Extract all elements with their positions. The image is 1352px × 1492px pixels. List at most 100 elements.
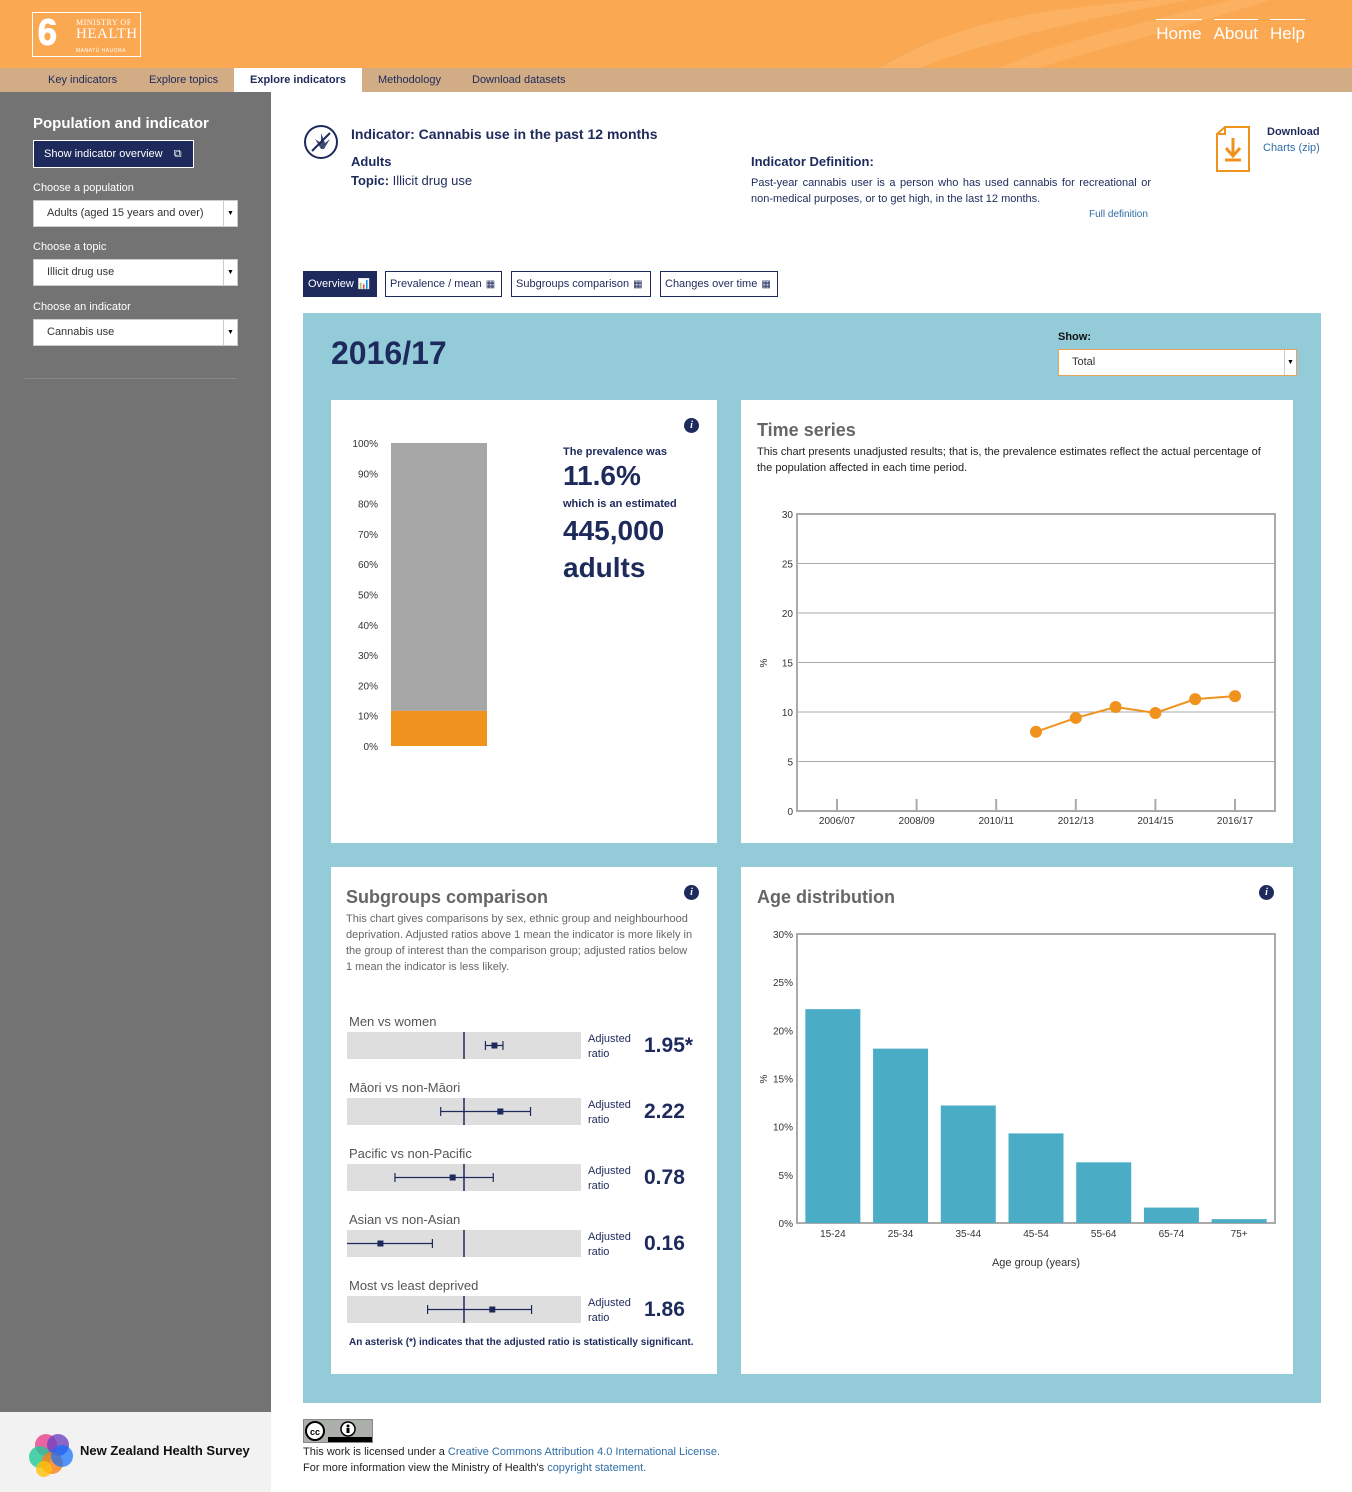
table-icon: ▦: [633, 279, 643, 290]
asterisk-note: An asterisk (*) indicates that the adjus…: [349, 1337, 694, 1348]
remainder-bar: [391, 443, 487, 711]
y-tick-label: 70%: [358, 530, 378, 541]
nzhs-footer-logo[interactable]: New Zealand Health Survey: [0, 1412, 271, 1492]
y-tick-label: 0: [787, 807, 793, 818]
subgroup-label: Māori vs non-Māori: [349, 1080, 461, 1095]
subgroups-description: This chart gives comparisons by sex, eth…: [346, 913, 693, 973]
nav-home[interactable]: Home: [1156, 19, 1202, 44]
sidebar: Population and indicator Show indicator …: [0, 92, 271, 1412]
tab-download-datasets[interactable]: Download datasets: [472, 74, 566, 86]
view-prevalence-label: Prevalence / mean: [390, 278, 482, 290]
estimated-count: 445,000 adults: [563, 512, 664, 586]
definition-title: Indicator Definition:: [751, 154, 874, 169]
y-tick-label: 0%: [779, 1219, 794, 1230]
x-tick-label: 2010/11: [978, 816, 1014, 827]
x-tick-label: 2012/13: [1058, 816, 1095, 827]
section-tabs: Key indicators Explore topics Explore in…: [0, 68, 1352, 92]
site-header: 𝟔 MINISTRY OF HEALTH MANATŪ HAUORA Home …: [0, 0, 1352, 68]
ratio-interval-chart: [347, 1098, 581, 1125]
tab-explore-topics[interactable]: Explore topics: [149, 74, 219, 86]
tab-explore-indicators[interactable]: Explore indicators: [234, 68, 362, 92]
subgroup-label: Asian vs non-Asian: [349, 1212, 461, 1227]
age-bar: [873, 1048, 929, 1223]
view-subgroups-button[interactable]: Subgroups comparison ▦: [511, 271, 651, 297]
show-indicator-overview-button[interactable]: Show indicator overview ⧉: [33, 140, 194, 168]
header-decoration: [880, 0, 1270, 68]
info-icon[interactable]: i: [684, 418, 699, 433]
ratio-point: [449, 1174, 456, 1181]
view-changes-button[interactable]: Changes over time ▦: [660, 271, 778, 297]
time-series-card: Time series This chart presents unadjust…: [741, 400, 1293, 843]
x-tick-label: 35-44: [955, 1229, 981, 1240]
download-icon[interactable]: [1215, 126, 1251, 172]
indicator-title: Indicator: Cannabis use in the past 12 m…: [351, 126, 658, 142]
age-bar: [1211, 1219, 1267, 1223]
y-tick-label: 40%: [358, 621, 378, 632]
info-icon[interactable]: i: [684, 885, 699, 900]
cc-license-link[interactable]: Creative Commons Attribution 4.0 Interna…: [447, 1446, 720, 1458]
subgroups-card: Subgroups comparison i This chart gives …: [331, 867, 717, 1374]
survey-year: 2016/17: [331, 335, 447, 371]
nav-about[interactable]: About: [1213, 19, 1259, 44]
nzhs-text: New Zealand Health Survey: [80, 1443, 250, 1458]
copyright-prefix: For more information view the Ministry o…: [303, 1462, 548, 1474]
cannabis-leaf-icon: [311, 132, 331, 152]
nav-help[interactable]: Help: [1270, 19, 1305, 44]
download-title[interactable]: Download: [1267, 126, 1320, 138]
logo-text-line3: MANATŪ HAUORA: [76, 48, 127, 54]
population-select[interactable]: Adults (aged 15 years and over) ▼: [33, 200, 238, 227]
sidebar-divider: [25, 378, 237, 379]
svg-text:cc: cc: [310, 1427, 320, 1437]
download-charts-link[interactable]: Charts (zip): [1263, 142, 1320, 154]
full-definition-link[interactable]: Full definition: [1089, 209, 1148, 220]
tab-methodology[interactable]: Methodology: [378, 74, 441, 86]
x-tick-label: 2008/09: [899, 816, 936, 827]
adjusted-ratio-label: Adjusted ratio: [588, 1165, 631, 1192]
chevron-down-icon: ▼: [223, 260, 237, 285]
cc-by-badge[interactable]: cc: [303, 1419, 373, 1443]
view-prevalence-button[interactable]: Prevalence / mean ▦: [385, 271, 502, 297]
view-overview-button[interactable]: Overview 📊: [303, 271, 377, 297]
table-icon: ▦: [761, 279, 771, 290]
age-bar: [1076, 1162, 1132, 1223]
x-tick-label: 25-34: [888, 1229, 914, 1240]
y-tick-label: 0%: [364, 742, 379, 753]
subgroup-row: Asian vs non-Asian Adjusted ratio 0.16: [347, 1212, 697, 1264]
prevalence-card: i 100% 90% 80% 70% 60% 50% 40% 30% 20% 10% 0% The …: [331, 400, 717, 843]
show-select[interactable]: Total ▼: [1058, 349, 1297, 376]
estimated-count-value: 445,000: [563, 515, 665, 546]
topic-label: Choose a topic: [33, 241, 107, 253]
y-tick-label: 90%: [358, 469, 378, 480]
adjusted-ratio-value: 0.78: [644, 1166, 685, 1189]
prevalence-bar: [391, 710, 487, 746]
license-prefix: This work is licensed under a: [303, 1446, 448, 1458]
population-label: Choose a population: [33, 182, 134, 194]
top-nav: Home About Help: [1156, 19, 1305, 44]
adjusted-ratio-value: 0.16: [644, 1232, 685, 1255]
data-point: [1149, 706, 1162, 719]
info-icon[interactable]: i: [1259, 885, 1274, 900]
tab-key-indicators[interactable]: Key indicators: [48, 74, 118, 86]
x-tick-label: 55-64: [1091, 1229, 1117, 1240]
y-tick-label: 60%: [358, 560, 378, 571]
indicator-select[interactable]: Cannabis use ▼: [33, 319, 238, 346]
y-tick-label: 50%: [358, 591, 378, 602]
y-tick-label: 5: [787, 758, 793, 769]
adjusted-ratio-value: 2.22: [644, 1100, 685, 1123]
y-tick-label: 10%: [358, 712, 378, 723]
creative-commons-icon: cc: [304, 1420, 372, 1442]
adjusted-ratio-label: Adjusted ratio: [588, 1099, 631, 1126]
topic-select[interactable]: Illicit drug use ▼: [33, 259, 238, 286]
show-select-value: Total: [1072, 356, 1096, 368]
prevalence-label: The prevalence was: [563, 446, 667, 458]
series-line: [1035, 695, 1236, 733]
ratio-interval-chart: [347, 1164, 581, 1191]
copyright-statement-link[interactable]: copyright statement.: [547, 1462, 647, 1474]
y-tick-label: 30%: [358, 651, 378, 662]
data-point: [1189, 693, 1202, 706]
ratio-interval-chart: [347, 1032, 581, 1059]
ratio-interval-chart: [347, 1296, 581, 1323]
ministry-logo[interactable]: 𝟔 MINISTRY OF HEALTH MANATŪ HAUORA: [32, 12, 141, 57]
y-tick-label: 5%: [779, 1171, 794, 1182]
adjusted-ratio-label: Adjusted ratio: [588, 1033, 631, 1060]
